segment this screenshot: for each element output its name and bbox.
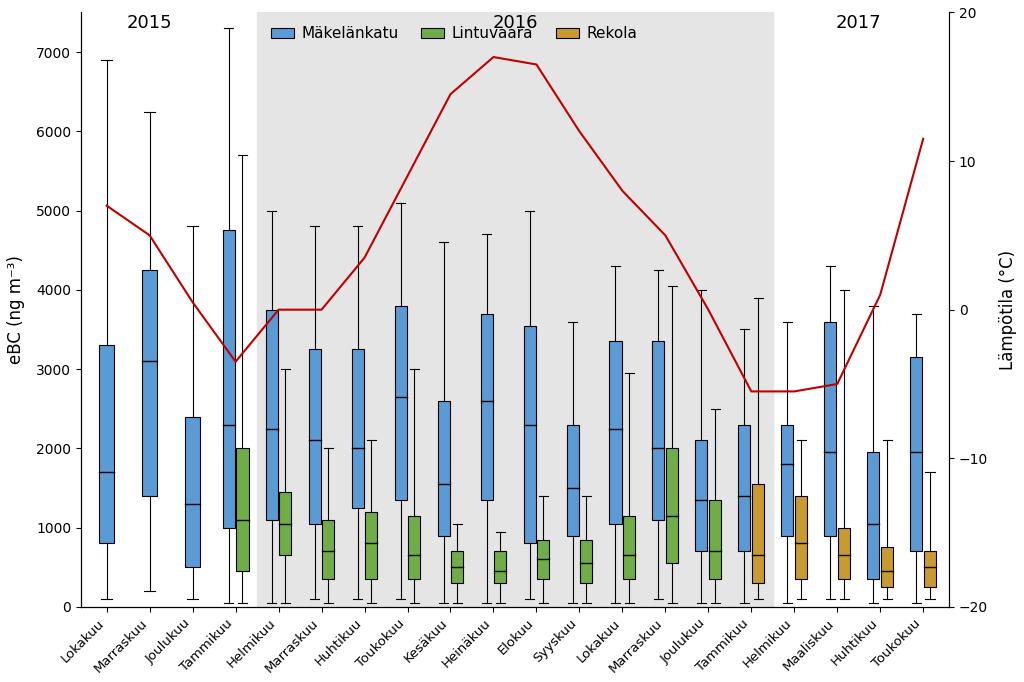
Bar xyxy=(581,539,592,583)
Bar xyxy=(523,325,536,544)
Y-axis label: Lämpötila (°C): Lämpötila (°C) xyxy=(999,250,1017,370)
Bar xyxy=(480,314,493,500)
Bar xyxy=(795,496,807,579)
Text: 2015: 2015 xyxy=(127,14,172,32)
Bar xyxy=(538,539,549,579)
Text: 2017: 2017 xyxy=(836,14,882,32)
Y-axis label: eBC (ng m⁻³): eBC (ng m⁻³) xyxy=(7,255,25,364)
Bar xyxy=(566,425,579,535)
Bar xyxy=(99,345,115,544)
Bar xyxy=(753,484,764,583)
Bar xyxy=(366,512,378,579)
Bar xyxy=(437,401,450,535)
Bar xyxy=(265,310,278,520)
Bar xyxy=(280,492,292,555)
Bar xyxy=(710,500,721,579)
Bar xyxy=(838,528,850,579)
Bar xyxy=(237,448,249,572)
Bar xyxy=(222,231,234,528)
Bar xyxy=(624,516,635,579)
Bar xyxy=(351,349,364,508)
Bar xyxy=(910,357,923,552)
Bar xyxy=(652,342,665,520)
Bar xyxy=(308,349,321,524)
Bar xyxy=(142,270,157,496)
Text: 2016: 2016 xyxy=(493,14,538,32)
Bar xyxy=(781,425,794,535)
Bar xyxy=(257,12,773,607)
Bar xyxy=(185,417,200,567)
Bar xyxy=(881,548,893,587)
Bar xyxy=(452,552,464,583)
Bar xyxy=(495,552,506,583)
Bar xyxy=(667,448,678,563)
Bar xyxy=(924,552,936,587)
Legend: Mäkelänkatu, Lintuvaara, Rekola: Mäkelänkatu, Lintuvaara, Rekola xyxy=(264,20,644,47)
Bar xyxy=(409,516,421,579)
Bar xyxy=(738,425,751,552)
Bar xyxy=(824,322,837,535)
Bar xyxy=(695,441,708,552)
Bar xyxy=(609,342,622,524)
Bar xyxy=(323,520,335,579)
Bar xyxy=(394,306,407,500)
Bar xyxy=(867,452,880,579)
